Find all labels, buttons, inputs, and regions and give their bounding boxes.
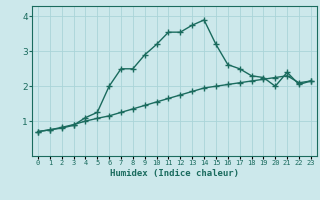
X-axis label: Humidex (Indice chaleur): Humidex (Indice chaleur) <box>110 169 239 178</box>
